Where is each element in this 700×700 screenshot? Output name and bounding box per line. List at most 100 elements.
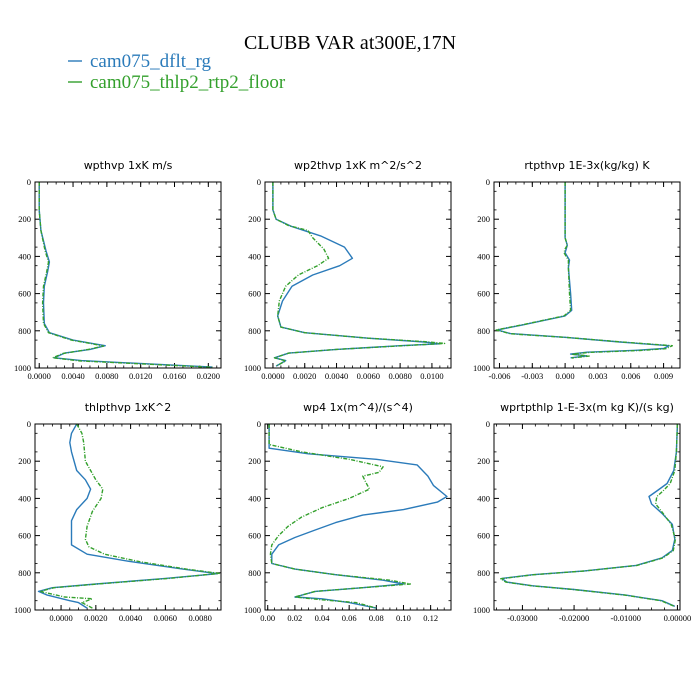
series-line-1	[268, 424, 448, 609]
series-line-2	[500, 424, 679, 607]
y-tick-label: 800	[18, 568, 31, 578]
panels: wpthvp 1xK m/s0.0000 0.0040 0.0080 0.0120 0.…	[14, 159, 691, 623]
legend-entry-1: cam075_dflt_rg	[68, 51, 212, 72]
series-line-1	[272, 182, 441, 367]
y-tick-label: 0	[257, 419, 261, 429]
x-tick-label: 0.009	[654, 371, 673, 381]
series-line-1	[38, 182, 213, 368]
y-tick-label: 1000	[244, 363, 261, 373]
plot-frame	[493, 181, 681, 369]
x-tick-label: -0.02000	[559, 613, 589, 623]
panel-2: wp2thvp 1xK m^2/s^2 0.0000 0.0020 0.0040 0.0…	[244, 159, 452, 381]
series-line-1	[501, 424, 679, 607]
panel-title: rtpthvp 1E-3x(kg/kg) K	[524, 159, 650, 172]
x-tick-label: 0.0060	[357, 371, 380, 381]
series-line-2	[39, 424, 220, 609]
y-tick-label: 200	[477, 456, 490, 466]
y-tick-label: 200	[248, 456, 261, 466]
legend-label-2: cam075_thlp2_rtp2_floor	[90, 72, 286, 93]
plot-frame	[34, 423, 222, 611]
y-tick-label: 600	[248, 289, 261, 299]
series-line-2	[38, 182, 213, 368]
y-tick-label: 1000	[244, 605, 261, 615]
y-tick-label: 0	[486, 177, 490, 187]
panel-1: wpthvp 1xK m/s 0.0000 0.0040 0.0080 0.0120 0.…	[14, 159, 222, 381]
y-tick-label: 200	[18, 214, 31, 224]
x-tick-label: 0.0040	[119, 613, 142, 623]
x-tick-label: 0.00	[260, 613, 275, 623]
x-tick-label: 0.0000	[28, 371, 51, 381]
series-line-2	[272, 182, 446, 367]
plot-frame	[34, 181, 222, 369]
y-tick-label: 1000	[473, 363, 490, 373]
x-tick-label: 0.0060	[154, 613, 177, 623]
x-tick-label: 0.04	[315, 613, 331, 623]
y-tick-label: 400	[18, 493, 31, 503]
x-tick-label: -0.003	[521, 371, 543, 381]
series-line-2	[268, 424, 411, 609]
x-tick-label: 0.0000	[261, 371, 284, 381]
panel-6: wprtpthlp 1-E-3x(m kg K)/(s kg) -0.03000 -…	[473, 401, 691, 623]
panel-3: rtpthvp 1E-3x(kg/kg) K -0.006 -0.003 0.000 0…	[473, 159, 681, 381]
x-tick-label: 0.0020	[293, 371, 316, 381]
y-tick-label: 0	[257, 177, 261, 187]
series-line-1	[37, 424, 219, 609]
figure-title: CLUBB VAR at300E,17N	[244, 32, 456, 54]
y-tick-label: 400	[18, 251, 31, 261]
y-tick-label: 0	[27, 177, 31, 187]
x-tick-label: 0.0120	[129, 371, 152, 381]
y-tick-label: 0	[27, 419, 31, 429]
x-tick-label: 0.00000	[664, 613, 692, 623]
x-tick-label: 0.0080	[188, 613, 211, 623]
y-tick-label: 200	[477, 214, 490, 224]
y-tick-label: 600	[18, 289, 31, 299]
x-tick-label: 0.006	[621, 371, 640, 381]
y-tick-label: 1000	[14, 363, 31, 373]
y-tick-label: 1000	[14, 605, 31, 615]
series-line-2	[495, 182, 673, 359]
x-tick-label: 0.0080	[388, 371, 411, 381]
y-tick-label: 0	[486, 419, 490, 429]
x-tick-label: 0.003	[588, 371, 607, 381]
x-tick-label: 0.12	[423, 613, 438, 623]
panel-5: wp4 1x(m^4)/(s^4) 0.00 0.02 0.04 0.06 0.08 0.1…	[244, 401, 452, 623]
x-tick-label: 0.0040	[61, 371, 84, 381]
x-tick-label: -0.006	[488, 371, 510, 381]
y-tick-label: 1000	[473, 605, 490, 615]
panel-4: thlpthvp 1xK^2 0.0000 0.0020 0.0040 0.0060 0.…	[14, 401, 222, 623]
y-tick-label: 400	[477, 493, 490, 503]
y-tick-label: 400	[477, 251, 490, 261]
x-tick-label: 0.0100	[420, 371, 443, 381]
x-tick-label: 0.0040	[325, 371, 348, 381]
y-tick-label: 800	[18, 326, 31, 336]
panel-title: wp4 1x(m^4)/(s^4)	[303, 401, 413, 414]
y-tick-label: 600	[477, 289, 490, 299]
legend: cam075_dflt_rg cam075_thlp2_rtp2_floor	[68, 51, 286, 93]
x-tick-label: 0.0000	[49, 613, 72, 623]
panel-title: wp2thvp 1xK m^2/s^2	[294, 159, 422, 172]
x-tick-label: 0.000	[556, 371, 575, 381]
plot-frame	[264, 423, 452, 611]
y-tick-label: 200	[18, 456, 31, 466]
panel-title: thlpthvp 1xK^2	[85, 401, 172, 414]
x-tick-label: -0.01000	[611, 613, 641, 623]
y-tick-label: 600	[248, 531, 261, 541]
legend-label-1: cam075_dflt_rg	[90, 51, 212, 72]
y-tick-label: 800	[248, 326, 261, 336]
series-line-1	[496, 182, 670, 359]
plot-frame	[493, 423, 681, 611]
y-tick-label: 600	[18, 531, 31, 541]
x-tick-label: 0.02	[287, 613, 302, 623]
y-tick-label: 800	[477, 568, 490, 578]
x-tick-label: 0.08	[369, 613, 384, 623]
panel-title: wpthvp 1xK m/s	[84, 159, 173, 172]
x-tick-label: 0.0160	[163, 371, 186, 381]
y-tick-label: 600	[477, 531, 490, 541]
x-tick-label: -0.03000	[507, 613, 537, 623]
y-tick-label: 400	[248, 251, 261, 261]
legend-entry-2: cam075_thlp2_rtp2_floor	[68, 72, 286, 93]
x-tick-label: 0.0020	[84, 613, 107, 623]
plot-frame	[264, 181, 452, 369]
x-tick-label: 0.06	[342, 613, 357, 623]
